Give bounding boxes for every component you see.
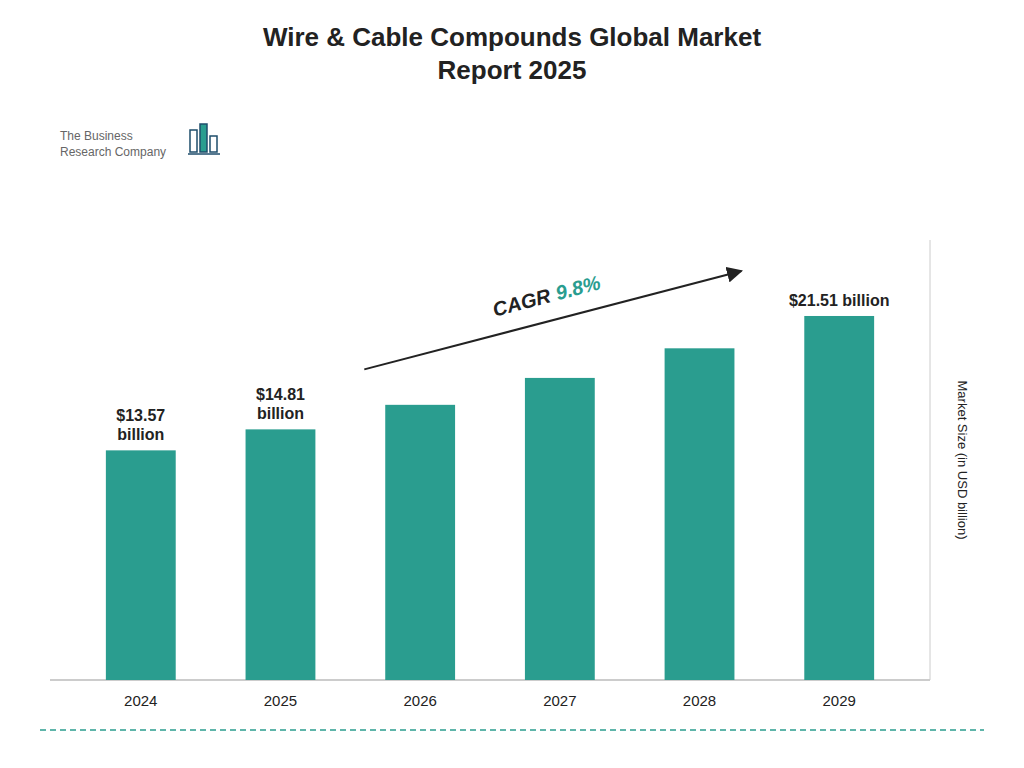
growth-arrow bbox=[364, 271, 741, 369]
data-label: $21.51 billion bbox=[789, 292, 889, 309]
data-label-line: $21.51 billion bbox=[789, 292, 889, 309]
x-tick-label: 2024 bbox=[124, 692, 157, 709]
x-tick-label: 2025 bbox=[264, 692, 297, 709]
logo: The Business Research Company bbox=[60, 124, 220, 159]
y-axis-line bbox=[930, 240, 931, 680]
logo-icon bbox=[188, 153, 220, 155]
separator bbox=[40, 729, 984, 731]
source-line: The Business bbox=[60, 129, 133, 143]
y-axis-label: Market Size (in USD billion) bbox=[955, 381, 970, 540]
background bbox=[0, 0, 1024, 768]
bar bbox=[246, 429, 316, 680]
source-line: Research Company bbox=[60, 145, 166, 159]
data-label: $14.81 billion bbox=[256, 386, 305, 422]
bar bbox=[525, 378, 595, 680]
bar bbox=[804, 316, 874, 680]
title-line: Wire & Cable Compounds Global Market bbox=[263, 22, 762, 52]
x-tick-label: 2026 bbox=[403, 692, 436, 709]
data-label-line: billion bbox=[117, 426, 164, 443]
cagr-label: CAGR bbox=[490, 284, 553, 320]
data-label-line: billion bbox=[257, 405, 304, 422]
data-label: $13.57 billion bbox=[116, 407, 165, 443]
title-line: Report 2025 bbox=[438, 55, 587, 85]
source: The Business Research Company bbox=[60, 129, 166, 159]
logo-icon bbox=[190, 130, 197, 152]
chart: Wire & Cable Compounds Global MarketRepo… bbox=[0, 0, 1024, 768]
x-tick-label: 2029 bbox=[823, 692, 856, 709]
title: Wire & Cable Compounds Global MarketRepo… bbox=[263, 22, 762, 85]
x-tick-label: 2027 bbox=[543, 692, 576, 709]
bars bbox=[106, 316, 874, 680]
data-label-line: $14.81 bbox=[256, 386, 305, 403]
data-label-line: $13.57 bbox=[116, 407, 165, 424]
cagr-value: 9.8% bbox=[553, 271, 603, 304]
cagr-annotation: CAGR9.8% bbox=[490, 271, 603, 320]
logo-icon bbox=[210, 136, 217, 152]
bar bbox=[385, 405, 455, 680]
logo-icon bbox=[200, 124, 207, 152]
x-tick-label: 2028 bbox=[683, 692, 716, 709]
bar bbox=[665, 348, 735, 680]
x-axis-line bbox=[50, 680, 930, 681]
bar bbox=[106, 450, 176, 680]
